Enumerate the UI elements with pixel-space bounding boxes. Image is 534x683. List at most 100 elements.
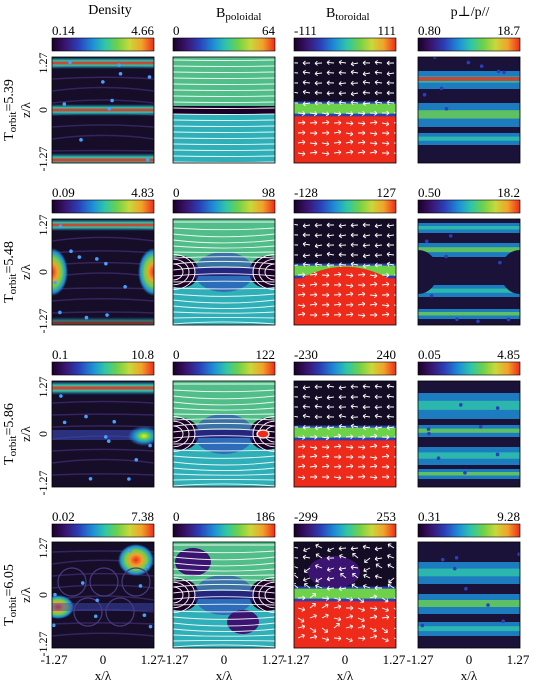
y-tick-label: 0 bbox=[36, 269, 50, 275]
colorbar-max-label: 9.28 bbox=[497, 509, 520, 524]
colorbar-max-label: 18.2 bbox=[497, 185, 520, 200]
colorbar-max-label: 122 bbox=[256, 347, 276, 362]
colorbar-gradient bbox=[417, 37, 521, 52]
colorbar: 0.1 10.8 bbox=[51, 347, 155, 376]
y-tick-label: 1.27 bbox=[36, 377, 50, 398]
x-tick-label: 0 bbox=[466, 652, 473, 667]
x-axis: -1.27 0 1.27 x/λ -1.27 0 1.27 x/λ -1.27 0 1.27 x/λ -… bbox=[40, 652, 529, 683]
row-label: Torbit=5.48 bbox=[2, 241, 19, 303]
colorbar-max-label: 4.66 bbox=[131, 23, 154, 38]
y-tick-label: 1.27 bbox=[36, 215, 50, 236]
row-label-main: T bbox=[2, 132, 17, 141]
colorbar: 0 64 bbox=[172, 23, 276, 52]
colorbar: -128 127 bbox=[293, 185, 397, 214]
y-tick-label: 0 bbox=[36, 592, 50, 598]
colorbar-max-label: 7.38 bbox=[131, 509, 154, 524]
colorbar-max-label: 10.8 bbox=[131, 347, 154, 362]
field-panel bbox=[293, 56, 397, 164]
x-tick-label: -1.27 bbox=[406, 652, 434, 667]
field-panel bbox=[417, 541, 521, 649]
colorbar-gradient bbox=[172, 199, 276, 214]
field-panel bbox=[51, 218, 155, 326]
panel-row: Torbit=5.86 z/λ 1.27 0 -1.27 0.1 10.8 0 122 -230 2… bbox=[2, 347, 521, 496]
field-panel bbox=[172, 541, 276, 649]
col-title-density: Density bbox=[88, 3, 132, 18]
x-tick-label: -1.27 bbox=[161, 652, 189, 667]
y-tick-label: 1.27 bbox=[36, 53, 50, 74]
row-label-main: T bbox=[2, 617, 17, 626]
col-title-btoroidal-main: B bbox=[326, 6, 335, 21]
col-title-bpoloidal-main: B bbox=[216, 6, 225, 21]
colorbar: -230 240 bbox=[293, 347, 397, 376]
panel-rows: Torbit=5.39 z/λ1.270-1.270.14 4.66 0 64 -111 1… bbox=[2, 23, 521, 657]
field-panel bbox=[172, 218, 276, 326]
field-panel bbox=[417, 56, 521, 164]
colorbar-gradient bbox=[172, 523, 276, 538]
row-label-sub: orbit bbox=[7, 436, 19, 457]
colorbar: 0.80 18.7 bbox=[417, 23, 521, 52]
x-tick-label: -1.27 bbox=[282, 652, 310, 667]
row-label-main: T bbox=[2, 294, 17, 303]
row-label: Torbit=5.86 bbox=[2, 403, 19, 465]
colorbar-min-label: 0.80 bbox=[418, 23, 441, 38]
field-panel bbox=[51, 56, 155, 164]
field-panel bbox=[417, 380, 521, 488]
colorbar-min-label: 0.50 bbox=[418, 185, 441, 200]
col-title-pressure-ratio: p⊥/p// bbox=[451, 5, 490, 20]
field-panel bbox=[172, 380, 276, 488]
x-axis-label: x/λ bbox=[216, 668, 233, 683]
panel-row: Torbit=6.05 z/λ 1.27 0 -1.27 0.02 7.38 0 186 -299… bbox=[2, 509, 521, 657]
colorbar: 0 186 bbox=[172, 509, 276, 538]
colorbar-min-label: 0.31 bbox=[418, 509, 441, 524]
colorbar-min-label: 0.09 bbox=[52, 185, 75, 200]
x-axis-label: x/λ bbox=[461, 668, 478, 683]
x-axis-label: x/λ bbox=[95, 668, 112, 683]
colorbar-min-label: -299 bbox=[294, 509, 318, 524]
y-axis-label: z/λ bbox=[18, 263, 33, 279]
colorbar-min-label: 0.02 bbox=[52, 509, 75, 524]
x-axis-label: x/λ bbox=[337, 668, 354, 683]
colorbar-gradient bbox=[293, 523, 397, 538]
x-tick-label: -1.27 bbox=[40, 652, 68, 667]
colorbar-max-label: 127 bbox=[377, 185, 397, 200]
row-label-main: T bbox=[2, 456, 17, 465]
y-tick-label: -1.27 bbox=[36, 471, 50, 496]
y-tick-label: -1.27 bbox=[36, 309, 50, 334]
row-label: Torbit=5.39 bbox=[2, 79, 19, 141]
field-panel bbox=[172, 56, 276, 164]
colorbar-gradient bbox=[293, 37, 397, 52]
y-tick-label: -1.27 bbox=[36, 632, 50, 657]
x-tick-label: 1.27 bbox=[262, 652, 285, 667]
colorbar-min-label: -128 bbox=[294, 185, 318, 200]
x-tick-label: 0 bbox=[100, 652, 107, 667]
colorbar-min-label: 0.1 bbox=[52, 347, 68, 362]
colorbar-max-label: 111 bbox=[377, 23, 396, 38]
field-panel bbox=[51, 541, 155, 649]
colorbar: -111 111 bbox=[293, 23, 397, 52]
colorbar: 0 98 bbox=[172, 185, 276, 214]
colorbar: 0.09 4.83 bbox=[51, 185, 155, 214]
col-title-btoroidal: Btoroidal bbox=[326, 6, 370, 23]
colorbar-gradient bbox=[51, 361, 155, 376]
row-label-sub: orbit bbox=[7, 597, 19, 618]
colorbar: 0.05 4.85 bbox=[417, 347, 521, 376]
colorbar-gradient bbox=[51, 199, 155, 214]
col-title-bpoloidal-sub: poloidal bbox=[225, 11, 261, 23]
colorbar-gradient bbox=[51, 37, 155, 52]
y-tick-label: 1.27 bbox=[36, 538, 50, 559]
colorbar: 0.50 18.2 bbox=[417, 185, 521, 214]
row-label: Torbit=6.05 bbox=[2, 564, 19, 626]
col-title-btoroidal-sub: toroidal bbox=[335, 11, 369, 23]
colorbar-max-label: 18.7 bbox=[497, 23, 520, 38]
colorbar: 0.31 9.28 bbox=[417, 509, 521, 538]
colorbar-min-label: 0 bbox=[173, 185, 180, 200]
colorbar-gradient bbox=[293, 199, 397, 214]
x-tick-label: 0 bbox=[221, 652, 228, 667]
row-label-sub: orbit bbox=[7, 274, 19, 295]
colorbar-max-label: 64 bbox=[262, 23, 276, 38]
row-label-value: =5.39 bbox=[2, 79, 17, 111]
colorbar-gradient bbox=[172, 361, 276, 376]
colorbar-max-label: 4.85 bbox=[497, 347, 520, 362]
panel-row: Torbit=5.48 z/λ 1.27 0 -1.27 0.09 4.83 0 98 -128 1… bbox=[2, 185, 521, 334]
colorbar-min-label: 0 bbox=[173, 347, 180, 362]
